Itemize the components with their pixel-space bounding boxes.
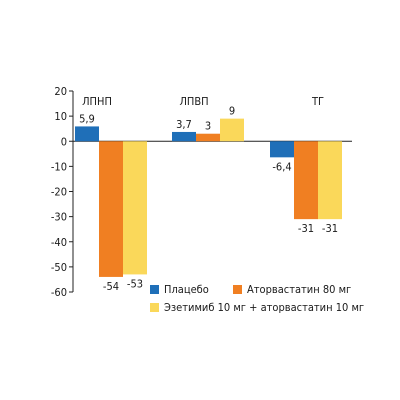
bar: [172, 131, 196, 142]
y-tick-label: 10: [54, 110, 67, 123]
legend-swatch: [233, 285, 242, 294]
y-tick-label: -10: [51, 160, 67, 173]
bar: [99, 141, 123, 277]
bar: [75, 126, 99, 142]
y-tick-label: -20: [51, 186, 67, 199]
legend-label: Аторвастатин 80 мг: [247, 283, 351, 296]
y-tick-label: -40: [51, 236, 67, 249]
legend-label: Плацебо: [164, 283, 209, 296]
y-tick-label: -50: [51, 261, 67, 274]
y-tick-label: 0: [61, 135, 67, 148]
data-label: -6,4: [272, 160, 291, 173]
category-labels: ЛПНП ЛПВП ТГ: [82, 95, 324, 108]
legend: Плацебо Аторвастатин 80 мг Эзетимиб 10 мг …: [150, 283, 364, 314]
bar: [270, 141, 294, 158]
bar: [294, 141, 318, 220]
category-label: ТГ: [311, 95, 324, 108]
bar: [196, 133, 220, 142]
data-label: -54: [103, 280, 119, 293]
legend-swatch: [150, 303, 159, 312]
data-label: -31: [322, 222, 338, 235]
data-label: 9: [229, 105, 235, 118]
data-label: 3,7: [176, 118, 192, 131]
data-label: -31: [298, 222, 314, 235]
data-labels: 5,9 3,7 -6,4 -54 3 -31 -53 9 -31: [79, 105, 338, 293]
legend-swatch: [150, 285, 159, 294]
data-label: -53: [127, 277, 143, 290]
legend-label: Эзетимиб 10 мг + аторвастатин 10 мг: [164, 301, 364, 314]
bar: [220, 118, 244, 142]
y-tick-label: 20: [54, 85, 67, 98]
bars: [75, 118, 342, 277]
data-label: 3: [205, 120, 211, 133]
bar: [318, 141, 342, 220]
bar: [123, 141, 147, 275]
category-label: ЛПНП: [82, 95, 112, 108]
y-tick-label: -60: [51, 286, 67, 299]
data-label: 5,9: [79, 112, 95, 125]
y-tick-label: -30: [51, 211, 67, 224]
category-label: ЛПВП: [179, 95, 208, 108]
